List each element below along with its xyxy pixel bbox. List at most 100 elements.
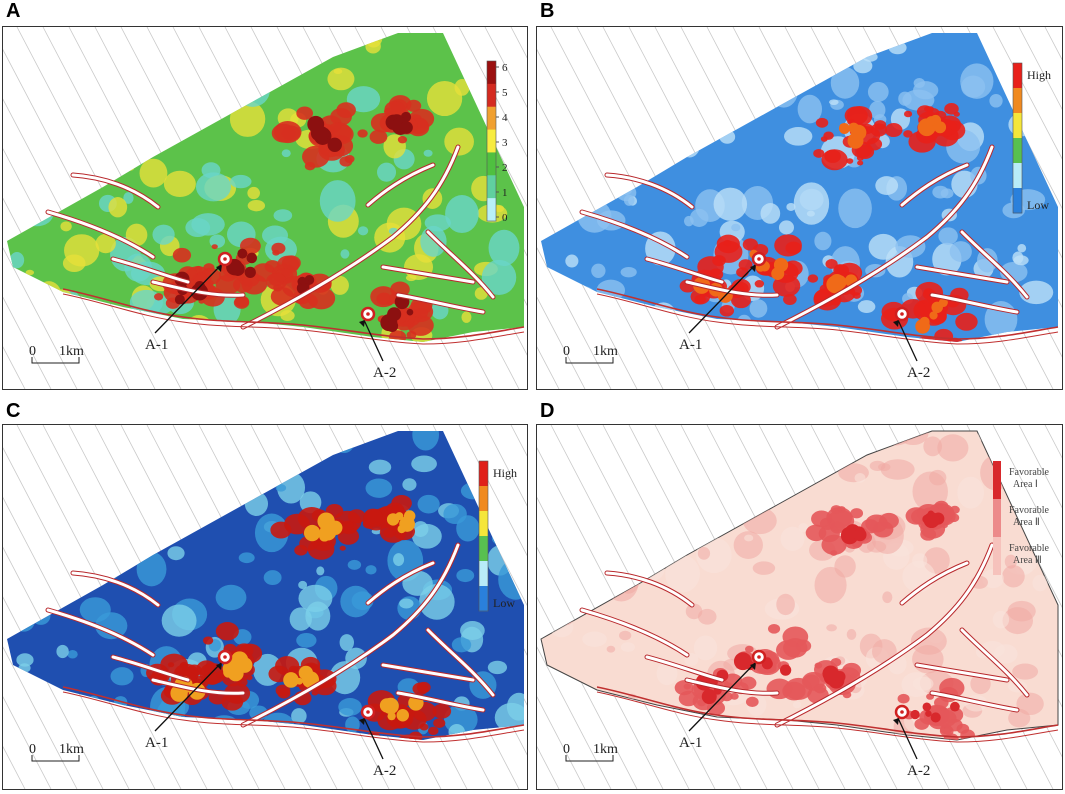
attribute-patch	[745, 645, 754, 653]
legend-class-label: Favorable	[1009, 505, 1050, 516]
attribute-patch	[558, 313, 586, 339]
attribute-patch	[1013, 255, 1029, 266]
attribute-patch	[56, 289, 81, 314]
attribute-patch	[428, 726, 439, 736]
attribute-patch	[302, 145, 330, 168]
attribute-patch	[610, 313, 628, 325]
legend-tick-label: 6	[502, 62, 508, 74]
attribute-patch	[109, 88, 118, 96]
attribute-peak	[930, 712, 941, 723]
scale-distance: 1km	[59, 742, 84, 757]
attribute-patch	[334, 433, 354, 454]
attribute-peak	[399, 516, 415, 532]
attribute-patch	[307, 287, 336, 310]
attribute-patch	[316, 566, 325, 576]
attribute-patch	[769, 74, 798, 108]
attribute-peak	[237, 248, 248, 259]
attribute-patch	[827, 509, 855, 532]
fault-line-core	[645, 257, 724, 284]
well-pointer	[363, 319, 384, 362]
panel-d-letter: D	[540, 400, 555, 422]
scale-line	[31, 755, 80, 762]
grid-line	[3, 148, 130, 389]
legend-low: Low	[493, 596, 515, 610]
attribute-patch	[487, 660, 508, 675]
attribute-peak	[386, 320, 399, 333]
well-pointer-arrow	[893, 320, 899, 327]
fault-line-core	[930, 293, 1019, 314]
attribute-patch	[778, 220, 794, 235]
attribute-patch	[64, 95, 101, 126]
legend-swatch	[993, 537, 1001, 575]
attribute-patch	[298, 584, 333, 613]
attribute-patch	[195, 172, 232, 202]
attribute-patch	[271, 242, 286, 254]
grid-line	[3, 596, 104, 789]
attribute-peak	[822, 665, 839, 682]
attribute-patch	[299, 38, 319, 51]
attribute-patch	[915, 281, 944, 304]
panel-a-map: A-1 A-2 0 1km 6 5 4 3 2 1 0	[3, 27, 527, 389]
attribute-patch	[69, 114, 88, 132]
attribute-peak	[701, 689, 717, 705]
well-marker-center	[366, 710, 370, 714]
attribute-patch	[852, 292, 861, 299]
fault-line-core	[580, 210, 689, 259]
legend-swatch	[479, 561, 488, 587]
attribute-patch	[826, 624, 837, 632]
attribute-patch	[406, 99, 422, 112]
attribute-patch	[139, 158, 168, 188]
well-label-a-1: A-1	[679, 735, 702, 751]
attribute-patch	[621, 135, 637, 149]
legend-swatch	[487, 152, 496, 176]
attribute-patch	[444, 127, 474, 156]
attribute-patch	[494, 205, 505, 213]
attribute-patch	[202, 636, 214, 645]
attribute-patch	[944, 337, 965, 342]
attribute-patch	[838, 188, 872, 229]
attribute-patch	[738, 259, 753, 271]
attribute-patch	[233, 296, 250, 309]
attribute-patch	[411, 455, 437, 473]
attribute-patch	[903, 130, 913, 138]
attribute-patch	[417, 494, 440, 514]
attribute-peak	[929, 311, 938, 320]
attribute-patch	[56, 644, 69, 659]
attribute-patch	[776, 593, 795, 616]
fault-line-core	[396, 691, 485, 712]
attribute-patch	[486, 431, 500, 440]
panel-a: A-1 A-2 0 1km 6 5 4 3 2 1 0	[2, 26, 528, 390]
well-pointer-arrow	[359, 320, 365, 327]
legend-swatch	[479, 586, 488, 612]
attribute-patch	[163, 170, 196, 198]
scale-bar: 0 1km	[563, 344, 618, 364]
attribute-patch	[95, 233, 116, 254]
attribute-patch	[865, 514, 888, 533]
attribute-patch	[460, 621, 485, 640]
attribute-patch	[960, 63, 994, 99]
attribute-patch	[639, 431, 667, 440]
attribute-patch	[796, 442, 806, 450]
attribute-patch	[880, 459, 915, 480]
attribute-patch	[1004, 554, 1017, 569]
attribute-patch	[250, 475, 265, 487]
attribute-patch	[956, 723, 970, 734]
scale-zero: 0	[563, 742, 570, 757]
fault-line-core	[151, 280, 245, 297]
legend-tick-label: 4	[502, 112, 508, 124]
attribute-patch	[32, 160, 52, 180]
attribute-patch	[1016, 692, 1044, 716]
attribute-patch	[920, 527, 937, 541]
attribute-patch	[683, 683, 691, 690]
legend-swatch	[479, 536, 488, 562]
fault-line-core	[685, 678, 779, 695]
attribute-patch	[944, 103, 959, 115]
attribute-patch	[591, 263, 606, 279]
attribute-patch	[347, 559, 362, 570]
attribute-patch	[870, 123, 887, 137]
attribute-peak	[236, 657, 253, 673]
attribute-peak	[283, 672, 299, 688]
attribute-patch	[162, 37, 173, 46]
attribute-peak	[387, 711, 396, 721]
attribute-patch	[152, 224, 175, 245]
